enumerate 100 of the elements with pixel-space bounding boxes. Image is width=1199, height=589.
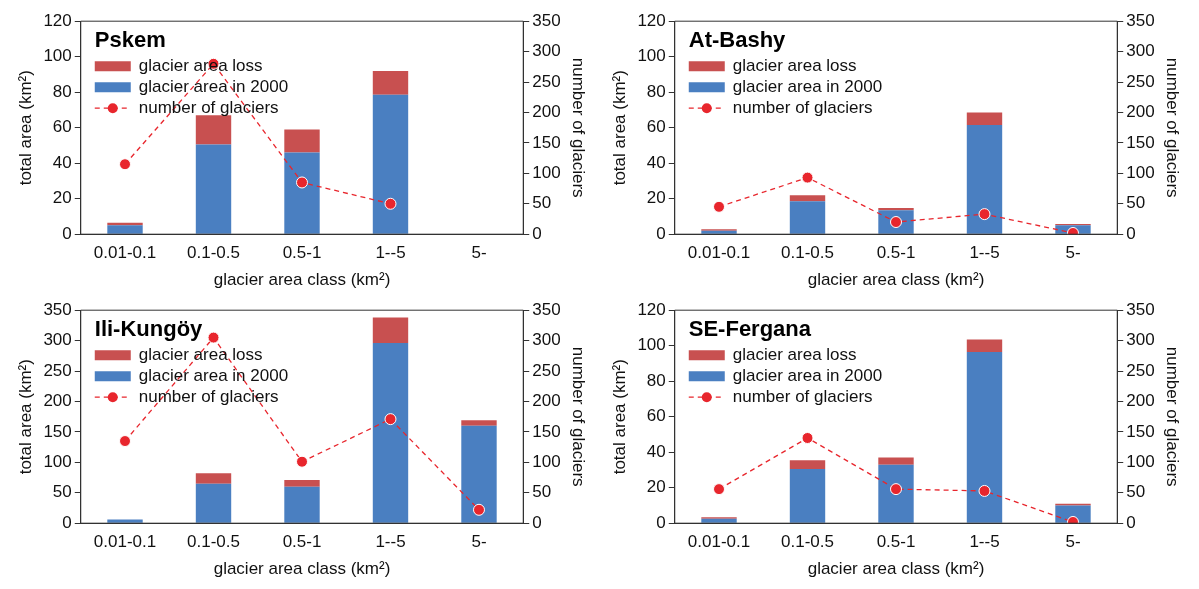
y2-tick-label: 250 bbox=[532, 71, 561, 91]
chart-title: At-Bashy bbox=[688, 27, 787, 53]
y2-tick-label: 250 bbox=[1126, 71, 1155, 91]
y2-tick-label: 50 bbox=[1126, 482, 1146, 502]
y2-tick-label: 300 bbox=[1126, 330, 1155, 350]
y2-tick-label: 150 bbox=[1126, 132, 1155, 152]
legend-label: number of glaciers bbox=[138, 97, 279, 117]
x-tick-label: 0.1-0.5 bbox=[781, 243, 834, 263]
x-tick-label: 0.5-1 bbox=[282, 243, 322, 263]
x-tick-label: 0.01-0.1 bbox=[93, 243, 157, 263]
y-tick-label: 60 bbox=[52, 117, 72, 137]
y-tick-label: 0 bbox=[62, 512, 72, 532]
y-tick-label: 100 bbox=[43, 452, 72, 472]
y-axis-title: total area (km²) bbox=[15, 359, 35, 475]
x-tick-label: 5- bbox=[1065, 243, 1081, 263]
legend-label: number of glaciers bbox=[732, 97, 873, 117]
x-tick-label: 0.5-1 bbox=[282, 532, 322, 552]
y2-tick-label: 150 bbox=[1126, 421, 1155, 441]
y2-tick-label: 200 bbox=[532, 102, 561, 122]
legend-label: glacier area in 2000 bbox=[138, 76, 289, 96]
legend-label: glacier area in 2000 bbox=[138, 365, 289, 385]
y2-tick-label: 100 bbox=[532, 163, 561, 183]
y2-tick-label: 100 bbox=[1126, 452, 1155, 472]
legend-label: glacier area loss bbox=[732, 55, 857, 75]
y-tick-label: 60 bbox=[646, 406, 666, 426]
x-tick-label: 0.01-0.1 bbox=[93, 532, 157, 552]
y-tick-label: 80 bbox=[52, 81, 72, 101]
y-tick-label: 80 bbox=[646, 81, 666, 101]
y-tick-label: 150 bbox=[43, 421, 72, 441]
x-tick-label: 0.1-0.5 bbox=[187, 243, 240, 263]
x-tick-label: 0.1-0.5 bbox=[781, 532, 834, 552]
y-tick-label: 300 bbox=[43, 330, 72, 350]
y-tick-label: 350 bbox=[43, 299, 72, 319]
y2-tick-label: 350 bbox=[532, 10, 561, 30]
chart-title: Ili-Kungöy bbox=[94, 316, 204, 342]
y-tick-label: 200 bbox=[43, 391, 72, 411]
y2-tick-label: 300 bbox=[1126, 41, 1155, 61]
x-axis-title: glacier area class (km²) bbox=[213, 559, 391, 579]
y2-tick-label: 0 bbox=[532, 223, 542, 243]
y-tick-label: 40 bbox=[646, 441, 666, 461]
x-tick-label: 0.1-0.5 bbox=[187, 532, 240, 552]
x-tick-label: 1--5 bbox=[375, 532, 406, 552]
y2-tick-label: 200 bbox=[1126, 102, 1155, 122]
y2-axis-title: number of glaciers bbox=[1163, 346, 1183, 487]
x-tick-label: 1--5 bbox=[375, 243, 406, 263]
x-tick-label: 0.5-1 bbox=[876, 243, 916, 263]
y-tick-label: 250 bbox=[43, 360, 72, 380]
y2-tick-label: 350 bbox=[532, 299, 561, 319]
x-tick-label: 0.01-0.1 bbox=[687, 532, 751, 552]
y2-tick-label: 50 bbox=[532, 482, 552, 502]
x-tick-label: 1--5 bbox=[969, 532, 1000, 552]
y-tick-label: 20 bbox=[646, 477, 666, 497]
y2-tick-label: 300 bbox=[532, 41, 561, 61]
legend-label: glacier area in 2000 bbox=[732, 76, 883, 96]
y2-axis-title: number of glaciers bbox=[1163, 57, 1183, 198]
y-tick-label: 20 bbox=[52, 188, 72, 208]
y2-tick-label: 50 bbox=[532, 193, 552, 213]
y-tick-label: 60 bbox=[646, 117, 666, 137]
y-tick-label: 0 bbox=[656, 512, 666, 532]
y2-tick-label: 250 bbox=[1126, 360, 1155, 380]
y-tick-label: 120 bbox=[637, 299, 666, 319]
y2-tick-label: 0 bbox=[1126, 223, 1136, 243]
y2-axis-title: number of glaciers bbox=[569, 346, 589, 487]
y2-tick-label: 250 bbox=[532, 360, 561, 380]
y2-tick-label: 350 bbox=[1126, 299, 1155, 319]
y2-tick-label: 100 bbox=[532, 452, 561, 472]
x-tick-label: 0.01-0.1 bbox=[687, 243, 751, 263]
chart-title: Pskem bbox=[94, 27, 166, 53]
y-tick-label: 0 bbox=[62, 223, 72, 243]
y-tick-label: 100 bbox=[637, 335, 666, 355]
y-axis-title: total area (km²) bbox=[609, 359, 629, 475]
x-axis-title: glacier area class (km²) bbox=[213, 270, 391, 290]
legend-label: glacier area in 2000 bbox=[732, 365, 883, 385]
legend-label: number of glaciers bbox=[732, 386, 873, 406]
y2-tick-label: 100 bbox=[1126, 163, 1155, 183]
y2-tick-label: 150 bbox=[532, 132, 561, 152]
y-tick-label: 100 bbox=[43, 46, 72, 66]
y-axis-title: total area (km²) bbox=[609, 70, 629, 186]
legend-label: glacier area loss bbox=[732, 344, 857, 364]
x-tick-label: 5- bbox=[471, 532, 487, 552]
x-tick-label: 1--5 bbox=[969, 243, 1000, 263]
y-tick-label: 40 bbox=[646, 152, 666, 172]
x-tick-label: 5- bbox=[471, 243, 487, 263]
y-tick-label: 20 bbox=[646, 188, 666, 208]
x-tick-label: 0.5-1 bbox=[876, 532, 916, 552]
y2-tick-label: 0 bbox=[1126, 512, 1136, 532]
y-tick-label: 100 bbox=[637, 46, 666, 66]
x-axis-title: glacier area class (km²) bbox=[807, 559, 985, 579]
y2-axis-title: number of glaciers bbox=[569, 57, 589, 198]
y-tick-label: 120 bbox=[43, 10, 72, 30]
y-axis-title: total area (km²) bbox=[15, 70, 35, 186]
y2-tick-label: 200 bbox=[1126, 391, 1155, 411]
legend-label: number of glaciers bbox=[138, 386, 279, 406]
y-tick-label: 120 bbox=[637, 10, 666, 30]
y-tick-label: 0 bbox=[656, 223, 666, 243]
y2-tick-label: 150 bbox=[532, 421, 561, 441]
chart-title: SE-Fergana bbox=[688, 316, 812, 342]
y2-tick-label: 50 bbox=[1126, 193, 1146, 213]
y-tick-label: 80 bbox=[646, 370, 666, 390]
x-tick-label: 5- bbox=[1065, 532, 1081, 552]
